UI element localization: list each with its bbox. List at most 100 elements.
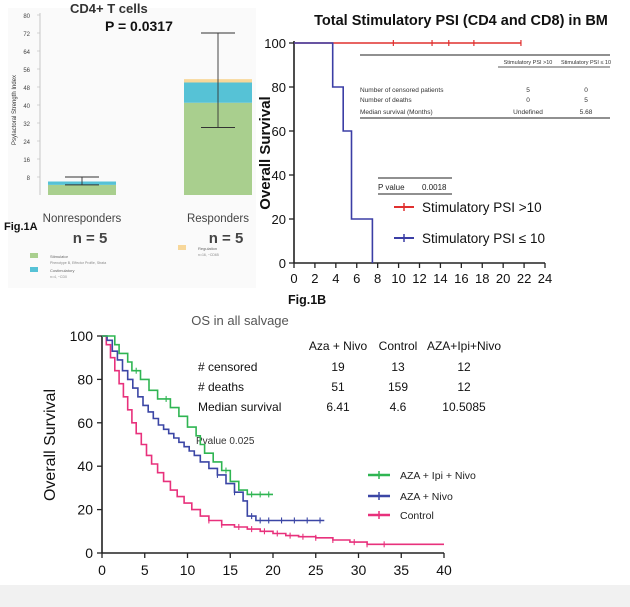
fig1b-ytick-label: 60 [272,124,286,139]
fig1b-table-cell: 0 [526,97,530,104]
fig1a-ytick-label: 64 [23,50,30,56]
fig1c-table-cell: 19 [331,360,345,374]
fig1a-category-label: Nonresponders [43,213,122,225]
fig1c-xtick-label: 5 [141,562,149,578]
fig1c-pvalue: Pvalue 0.025 [196,436,255,447]
fig1c-curve-2 [102,335,444,546]
fig1a-ytick-label: 24 [23,140,30,146]
fig1c-xtick-label: 40 [436,562,452,578]
fig1c-legend-label: AZA + Nivo [400,491,453,503]
fig1b-table-header: Stimulatory PSI ≤ 10 [561,60,611,66]
fig1a-legend-label: Regulation [198,246,217,251]
fig1b-xtick-label: 14 [433,271,447,286]
fig1b-table-header: Stimulatory PSI >10 [504,60,553,66]
fig1c-ytick-label: 40 [77,458,93,474]
fig1c-ytick-label: 100 [70,328,94,344]
fig1a-legend-swatch [30,253,38,258]
fig1b-xtick-label: 22 [517,271,531,286]
fig1b-table-cell: 5 [584,97,588,104]
fig1c-table-cell: 10.5085 [442,400,486,414]
bottom-strip [0,585,630,607]
fig1a-ytick-label: 48 [23,86,30,92]
fig1a-label: Fig.1A [4,221,38,233]
fig1b-label: Fig.1B [288,293,326,307]
fig1b-xtick-label: 0 [290,271,297,286]
fig1b-ytick-label: 20 [272,212,286,227]
fig1a-ytick-label: 8 [27,176,31,182]
fig1c-table-cell: 12 [457,360,471,374]
fig1c-xtick-label: 0 [98,562,106,578]
fig1c-table-cell: 159 [388,380,408,394]
fig1a-pvalue: P = 0.0317 [105,18,173,34]
fig1c-curve-0 [102,335,273,496]
fig1b-ytick-label: 100 [264,36,286,51]
fig1c-table-row-label: # censored [198,360,257,374]
fig1b-xtick-label: 20 [496,271,510,286]
fig1c-table-cell: 4.6 [390,400,407,414]
fig1b-xtick-label: 10 [391,271,405,286]
fig1b-xtick-label: 18 [475,271,489,286]
fig1a-n-label: n = 5 [73,230,108,247]
fig1b-legend-label: Stimulatory PSI ≤ 10 [422,231,545,246]
fig1c-table-header: Control [379,339,418,353]
fig1b-ytick-label: 0 [279,256,286,271]
fig1c-ytick-label: 20 [77,502,93,518]
fig1c-xtick-label: 15 [222,562,238,578]
fig1b-xtick-label: 4 [332,271,339,286]
fig1a-legend-swatch [30,267,38,272]
fig1b-panel: Total Stimulatory PSI (CD4 and CD8) in B… [257,13,611,307]
fig1c-xtick-label: 30 [351,562,367,578]
fig1b-xtick-label: 6 [353,271,360,286]
fig1b-table-cell: 5 [526,87,530,94]
fig1a-legend-label: Stimulator [50,254,69,259]
fig1c-ytick-label: 60 [77,415,93,431]
fig1a-ytick-label: 40 [23,104,30,110]
fig1a-legend-label: Costimulatory [50,268,74,273]
fig1c-table-cell: 51 [331,380,345,394]
fig1c-title: OS in all salvage [191,313,289,328]
fig1c-table-header: Aza + Nivo [309,339,368,353]
fig1a-bar-stimulator-0 [48,184,116,195]
fig1b-ytick-label: 80 [272,80,286,95]
fig1a-category-label: Responders [187,213,249,225]
fig1b-table-row-label: Number of censored patients [360,87,444,94]
fig1b-xtick-label: 2 [311,271,318,286]
fig1c-table-cell: 12 [457,380,471,394]
fig1c-table-row-label: # deaths [198,380,244,394]
fig1a-legend-sub: Phenotype B, Effector Profile, Strata [50,261,106,265]
fig1b-table-cell: 0 [584,87,588,94]
fig1a-panel: 8 16 24 32 40 48 56 64 72 80 Psylactoral Strength … [4,1,256,288]
fig1a-ytick-label: 56 [23,68,30,74]
fig1a-ytick-label: 16 [23,158,30,164]
fig1a-n-label: n = 5 [209,230,244,247]
fig1c-table-row-label: Median survival [198,400,281,414]
fig1a-ytick-label: 72 [23,32,30,38]
fig1b-pvalue-value: 0.0018 [422,183,447,192]
fig1b-table-row-label: Median survival (Months) [360,109,433,116]
fig1b-xtick-label: 16 [454,271,468,286]
fig1c-table-header: AZA+Ipi+Nivo [427,339,501,353]
fig1b-legend-label: Stimulatory PSI >10 [422,200,542,215]
fig1c-xtick-label: 35 [393,562,409,578]
fig1b-ylabel: Overall Survival [257,96,274,209]
fig1b-table-cell: 5.68 [580,109,593,116]
fig1b-table-row-label: Number of deaths [360,97,412,104]
fig1a-legend-sub: n=4, ~CD0 [50,275,67,279]
fig1c-panel: OS in all salvage 0 20 40 60 80 100 0 5 10 15 20 25 3… [42,313,501,607]
fig1c-xtick-label: 20 [265,562,281,578]
fig1c-table-cell: 13 [391,360,405,374]
fig1a-ylabel: Psylactoral Strength Index [12,75,18,145]
fig1a-title: CD4+ T cells [70,1,148,16]
fig1a-legend-sub: n=16, ~CD65 [198,253,219,257]
fig1c-xtick-label: 25 [308,562,324,578]
fig1c-legend-label: AZA + Ipi + Nivo [400,470,476,482]
fig1b-xtick-label: 12 [412,271,426,286]
fig1a-ytick-label: 80 [23,14,30,20]
fig1a-legend-swatch [178,245,186,250]
fig1b-table-cell: Undefined [513,109,543,116]
fig1c-xtick-label: 10 [180,562,196,578]
fig1a-ytick-label: 32 [23,122,30,128]
fig1c-table-cell: 6.41 [326,400,350,414]
fig1b-title: Total Stimulatory PSI (CD4 and CD8) in B… [314,13,608,29]
